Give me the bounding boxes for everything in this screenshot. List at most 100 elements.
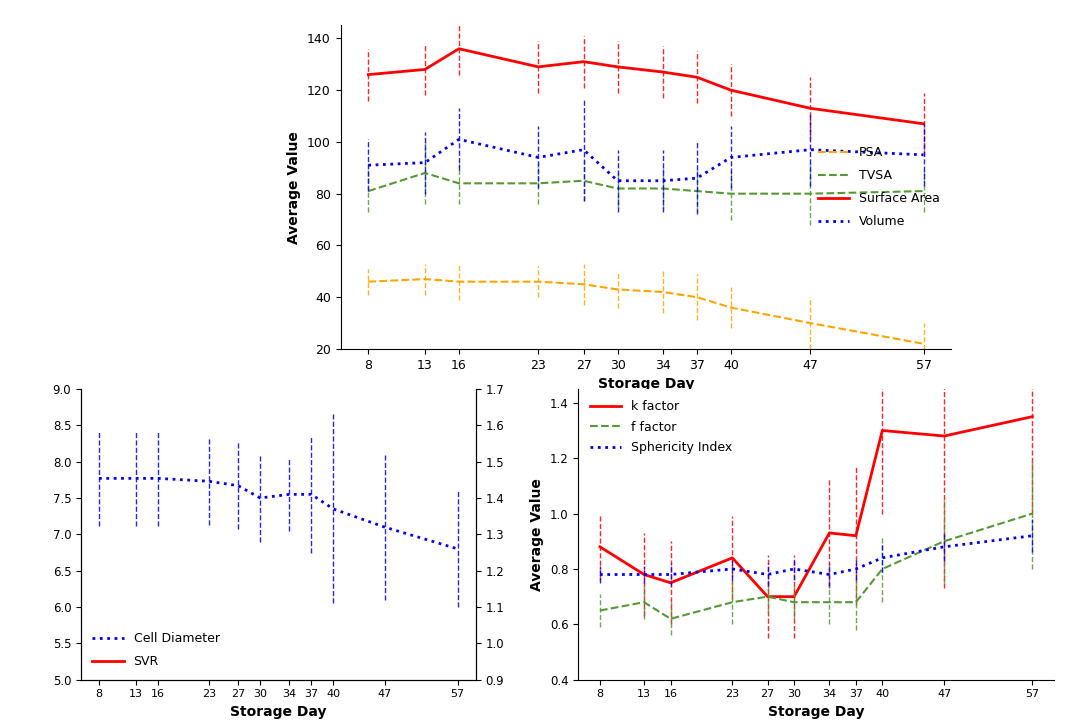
Sphericity Index (876, 553, 889, 562)
Line: f factor: f factor (600, 513, 1032, 619)
f factor (1026, 509, 1039, 518)
Cell Diameter (451, 545, 464, 553)
Surface Area (362, 71, 375, 79)
Legend: k factor, f factor, Sphericity Index: k factor, f factor, Sphericity Index (585, 395, 737, 459)
Surface Area (724, 86, 737, 95)
Sphericity Index (788, 565, 801, 574)
f factor (788, 598, 801, 606)
Legend: Cell Diameter, SVR: Cell Diameter, SVR (88, 627, 225, 673)
Cell Diameter (378, 523, 391, 531)
TVSA (803, 189, 816, 198)
Surface Area (532, 63, 545, 71)
f factor (823, 598, 836, 606)
Sphericity Index (1026, 531, 1039, 540)
TVSA (453, 179, 466, 188)
Cell Diameter (305, 490, 318, 499)
PSA (418, 275, 431, 284)
f factor (725, 598, 738, 606)
PSA (611, 285, 624, 294)
Surface Area (656, 68, 669, 76)
Sphericity Index (761, 570, 774, 579)
Legend: PSA, TVSA, Surface Area, Volume: PSA, TVSA, Surface Area, Volume (813, 141, 945, 233)
Sphericity Index (850, 565, 863, 574)
k factor (876, 426, 889, 435)
Volume (656, 177, 669, 185)
Surface Area (691, 73, 704, 81)
k factor (638, 570, 651, 579)
k factor (850, 531, 863, 540)
Volume (803, 145, 816, 154)
Cell Diameter (202, 477, 215, 486)
TVSA (532, 179, 545, 188)
PSA (532, 277, 545, 286)
f factor (850, 598, 863, 606)
TVSA (418, 169, 431, 177)
Cell Diameter (231, 481, 244, 490)
Line: Sphericity Index: Sphericity Index (600, 536, 1032, 574)
Line: k factor: k factor (600, 417, 1032, 597)
Cell Diameter (254, 494, 267, 502)
Volume (532, 153, 545, 162)
Surface Area (577, 57, 590, 66)
k factor (761, 593, 774, 601)
TVSA (362, 187, 375, 196)
Volume (917, 150, 930, 159)
Cell Diameter (283, 490, 296, 499)
Line: Surface Area: Surface Area (369, 49, 923, 124)
PSA (453, 277, 466, 286)
Cell Diameter (129, 474, 142, 483)
Sphericity Index (725, 565, 738, 574)
f factor (593, 606, 606, 615)
Surface Area (453, 44, 466, 53)
TVSA (691, 187, 704, 196)
Surface Area (917, 119, 930, 128)
TVSA (577, 177, 590, 185)
Volume (362, 161, 375, 169)
k factor (725, 553, 738, 562)
f factor (638, 598, 651, 606)
Sphericity Index (937, 542, 950, 551)
Volume (453, 135, 466, 144)
X-axis label: Storage Day: Storage Day (230, 705, 326, 719)
Line: Cell Diameter: Cell Diameter (99, 478, 457, 549)
Sphericity Index (823, 570, 836, 579)
Surface Area (803, 104, 816, 113)
PSA (656, 288, 669, 297)
Sphericity Index (664, 570, 677, 579)
Volume (691, 174, 704, 182)
k factor (593, 542, 606, 551)
Volume (611, 177, 624, 185)
Cell Diameter (326, 505, 339, 513)
Line: TVSA: TVSA (369, 173, 923, 193)
f factor (664, 614, 677, 623)
Sphericity Index (638, 570, 651, 579)
Y-axis label: Average Value: Average Value (288, 131, 302, 244)
Cell Diameter (151, 474, 164, 483)
Surface Area (418, 65, 431, 74)
Surface Area (611, 63, 624, 71)
k factor (937, 432, 950, 441)
PSA (917, 340, 930, 348)
Volume (418, 158, 431, 167)
TVSA (724, 189, 737, 198)
PSA (362, 277, 375, 286)
Line: Volume: Volume (369, 140, 923, 181)
k factor (823, 529, 836, 537)
k factor (788, 593, 801, 601)
k factor (664, 579, 677, 587)
Cell Diameter (93, 474, 106, 483)
PSA (724, 303, 737, 312)
PSA (577, 280, 590, 289)
TVSA (656, 184, 669, 193)
f factor (761, 593, 774, 601)
PSA (691, 293, 704, 302)
Volume (577, 145, 590, 154)
TVSA (611, 184, 624, 193)
X-axis label: Storage Day: Storage Day (768, 705, 865, 719)
Sphericity Index (593, 570, 606, 579)
f factor (876, 565, 889, 574)
Line: PSA: PSA (369, 279, 923, 344)
f factor (937, 537, 950, 546)
k factor (1026, 412, 1039, 421)
TVSA (917, 187, 930, 196)
